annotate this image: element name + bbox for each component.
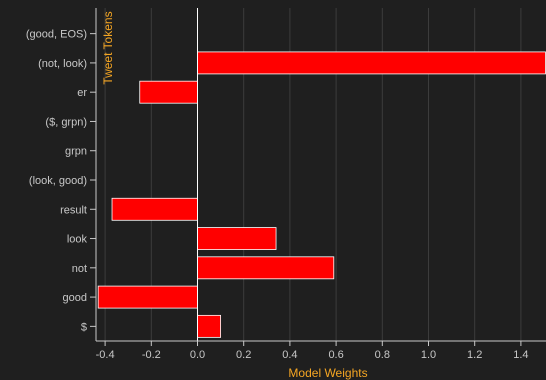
bar [139, 80, 198, 104]
y-tick-label: ($, grpn) [45, 116, 87, 128]
x-tick-label: 0.6 [328, 349, 343, 361]
x-tick-label: -0.4 [96, 349, 115, 361]
y-axis-ticks: (good, EOS) (not, look) er ($, grpn) grpn (lo… [26, 29, 96, 333]
y-tick-label: grpn [65, 146, 87, 158]
y-tick-label: er [77, 87, 87, 99]
y-axis-title: Tweet Tokens [101, 11, 115, 84]
bar [197, 314, 222, 338]
x-axis-ticks: -0.4 -0.2 0.0 0.2 0.4 0.6 0.8 1.0 1.2 1.4 [96, 341, 529, 361]
axes [95, 8, 546, 342]
x-axis-title: Model Weights [288, 366, 367, 380]
y-tick-label: look [67, 234, 88, 246]
y-tick-label: not [72, 263, 87, 275]
y-tick-label: (look, good) [29, 175, 87, 187]
y-tick-label: (good, EOS) [26, 29, 87, 41]
x-tick-label: 1.4 [513, 349, 528, 361]
bar [197, 256, 335, 280]
x-tick-label: -0.2 [142, 349, 161, 361]
bar [197, 227, 277, 250]
x-tick-label: 0.8 [375, 349, 390, 361]
bar [197, 51, 546, 75]
y-tick-label: result [60, 204, 87, 216]
y-tick-label: $ [81, 321, 87, 333]
y-tick-label: (not, look) [38, 58, 87, 70]
bar [111, 197, 198, 221]
bar [97, 285, 198, 309]
y-tick-label: good [63, 292, 87, 304]
x-tick-label: 0.4 [282, 349, 297, 361]
bars [97, 51, 546, 338]
x-tick-label: 1.2 [467, 349, 482, 361]
x-tick-label: 0.2 [236, 349, 251, 361]
x-tick-label: 1.0 [421, 349, 436, 361]
x-tick-label: 0.0 [190, 349, 205, 361]
